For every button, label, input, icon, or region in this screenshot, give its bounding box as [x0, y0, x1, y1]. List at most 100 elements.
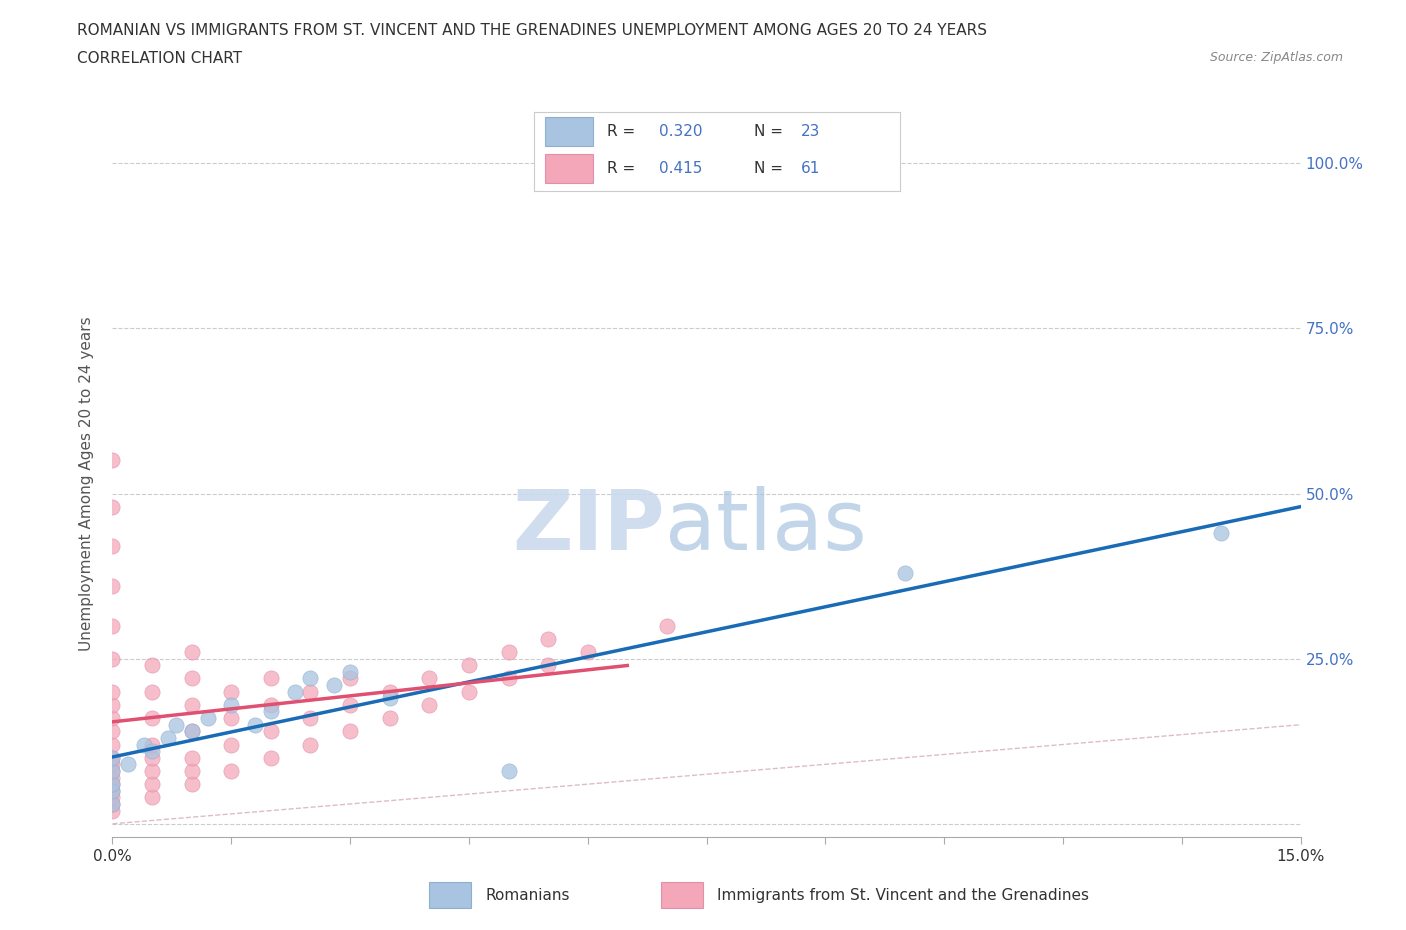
Text: CORRELATION CHART: CORRELATION CHART: [77, 51, 242, 66]
Point: [339, 671, 361, 686]
Point: [101, 651, 124, 666]
Point: [893, 565, 915, 580]
Point: [378, 691, 401, 706]
Text: 0.320: 0.320: [658, 124, 702, 139]
Point: [655, 618, 678, 633]
Point: [101, 757, 124, 772]
Point: [219, 684, 242, 699]
Point: [101, 751, 124, 765]
Text: 23: 23: [801, 124, 821, 139]
Point: [141, 790, 163, 804]
Point: [498, 644, 520, 659]
Text: ROMANIAN VS IMMIGRANTS FROM ST. VINCENT AND THE GRENADINES UNEMPLOYMENT AMONG AG: ROMANIAN VS IMMIGRANTS FROM ST. VINCENT …: [77, 23, 987, 38]
Point: [180, 724, 202, 738]
Point: [418, 671, 440, 686]
Text: Romanians: Romanians: [485, 887, 569, 903]
Point: [101, 764, 124, 778]
Point: [141, 764, 163, 778]
Point: [101, 711, 124, 725]
Text: N =: N =: [754, 161, 787, 176]
Point: [101, 684, 124, 699]
Point: [323, 678, 346, 693]
Point: [141, 751, 163, 765]
Point: [339, 724, 361, 738]
Point: [180, 751, 202, 765]
Point: [378, 684, 401, 699]
Text: 61: 61: [801, 161, 821, 176]
Point: [101, 804, 124, 818]
Point: [101, 578, 124, 593]
Text: R =: R =: [607, 124, 641, 139]
Point: [299, 671, 322, 686]
Point: [101, 499, 124, 514]
Point: [180, 644, 202, 659]
Point: [418, 698, 440, 712]
Point: [576, 644, 599, 659]
Point: [165, 717, 187, 732]
Point: [339, 664, 361, 679]
Point: [498, 671, 520, 686]
Point: [299, 737, 322, 752]
Point: [537, 658, 560, 672]
Text: atlas: atlas: [665, 485, 866, 566]
Point: [180, 764, 202, 778]
Point: [101, 764, 124, 778]
Point: [458, 684, 481, 699]
Point: [197, 711, 219, 725]
Point: [101, 737, 124, 752]
Point: [134, 737, 156, 752]
Text: ZIP: ZIP: [512, 485, 665, 566]
Text: Source: ZipAtlas.com: Source: ZipAtlas.com: [1209, 51, 1343, 64]
Point: [260, 671, 283, 686]
Point: [219, 737, 242, 752]
Point: [219, 764, 242, 778]
Point: [458, 658, 481, 672]
Point: [141, 711, 163, 725]
Text: N =: N =: [754, 124, 787, 139]
Point: [141, 658, 163, 672]
Point: [299, 711, 322, 725]
Text: Immigrants from St. Vincent and the Grenadines: Immigrants from St. Vincent and the Gren…: [717, 887, 1090, 903]
Bar: [546, 154, 593, 182]
Text: R =: R =: [607, 161, 641, 176]
Point: [180, 698, 202, 712]
Point: [339, 698, 361, 712]
Point: [101, 796, 124, 811]
Point: [219, 698, 242, 712]
Y-axis label: Unemployment Among Ages 20 to 24 years: Unemployment Among Ages 20 to 24 years: [79, 316, 94, 651]
Point: [101, 751, 124, 765]
Point: [101, 618, 124, 633]
Point: [156, 730, 179, 745]
Point: [101, 453, 124, 468]
Point: [284, 684, 307, 699]
Point: [101, 724, 124, 738]
Point: [101, 770, 124, 785]
Bar: [429, 883, 471, 908]
Point: [141, 777, 163, 791]
Point: [299, 684, 322, 699]
Point: [141, 737, 163, 752]
Point: [117, 757, 139, 772]
Point: [180, 777, 202, 791]
Bar: [661, 883, 703, 908]
Point: [498, 764, 520, 778]
Point: [260, 698, 283, 712]
Point: [101, 796, 124, 811]
Point: [260, 751, 283, 765]
Point: [101, 698, 124, 712]
Point: [537, 631, 560, 646]
Point: [260, 704, 283, 719]
Point: [101, 783, 124, 798]
Point: [141, 684, 163, 699]
Point: [1211, 525, 1233, 540]
Point: [219, 711, 242, 725]
Bar: [546, 117, 593, 146]
Point: [243, 717, 266, 732]
Point: [180, 671, 202, 686]
Point: [378, 711, 401, 725]
Point: [101, 790, 124, 804]
Point: [101, 538, 124, 553]
Point: [180, 724, 202, 738]
Point: [101, 777, 124, 791]
Point: [141, 744, 163, 759]
